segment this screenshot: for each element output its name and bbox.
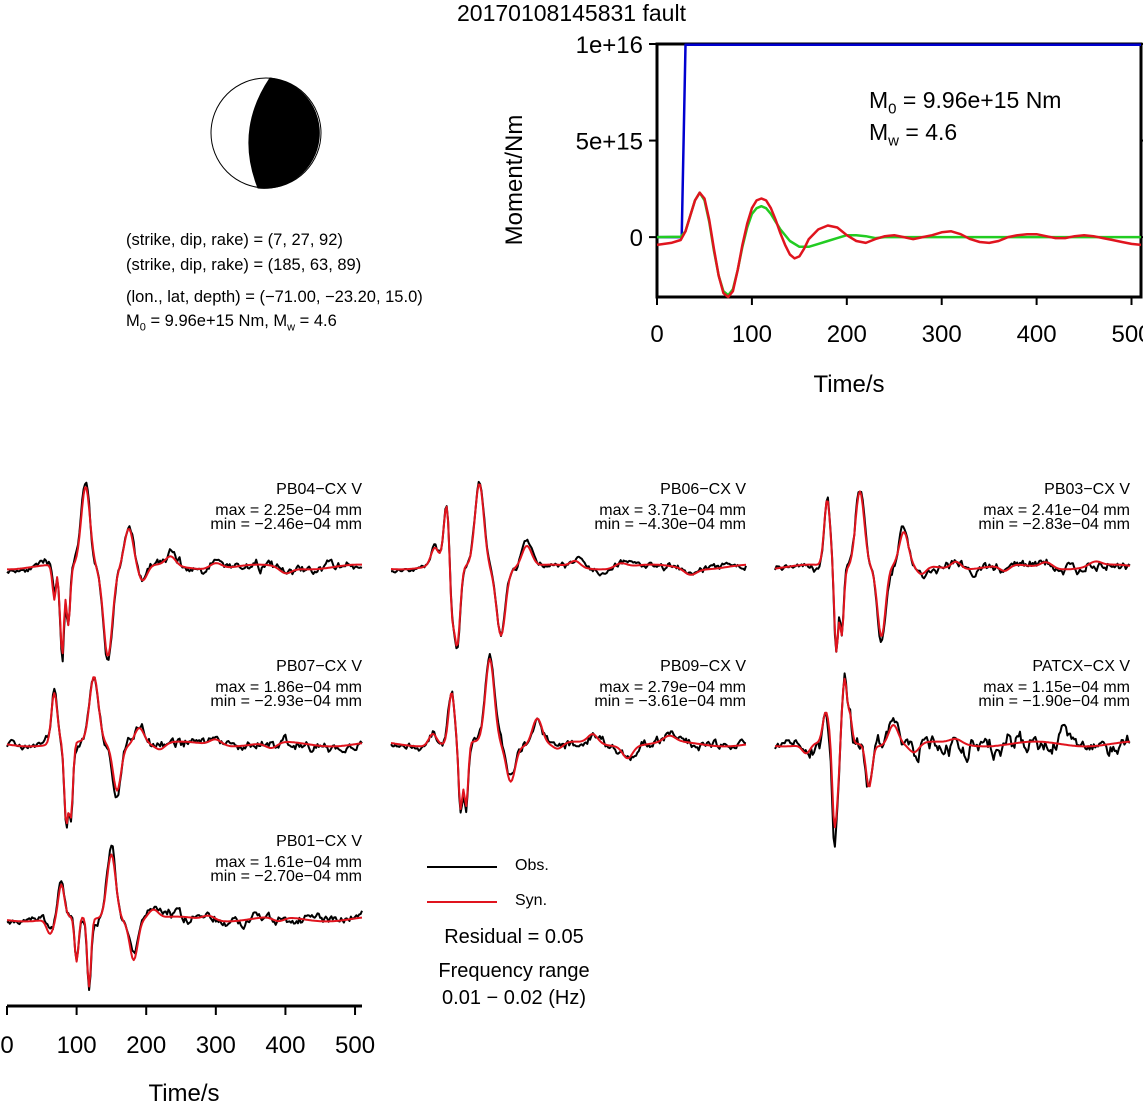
- station-name: PB09−CX V: [660, 658, 746, 675]
- waveform-xtick-label: 100: [57, 1032, 97, 1059]
- moment-annotation-mw: Mw = 4.6: [869, 119, 958, 150]
- station-name: PB06−CX V: [660, 481, 746, 498]
- station-min: min = −1.90e−04 mm: [978, 693, 1130, 710]
- station-max: max = 2.79e−04 mm: [599, 679, 746, 696]
- moment-xtick-label: 0: [650, 321, 663, 348]
- moment-xlabel: Time/s: [813, 371, 884, 398]
- station-min: min = −2.70e−04 mm: [210, 868, 362, 885]
- observed-waveform: [774, 672, 1131, 848]
- synthetic-waveform: [774, 490, 1131, 653]
- synthetic-waveform: [6, 853, 363, 988]
- waveform-xtick-label: 0: [0, 1032, 13, 1059]
- synthetic-waveform: [390, 483, 747, 647]
- station-max: max = 2.41e−04 mm: [983, 502, 1130, 519]
- waveform-legend: [427, 866, 497, 903]
- synthetic-waveform: [774, 677, 1130, 829]
- station-max: max = 2.25e−04 mm: [215, 502, 362, 519]
- plane1-params: (strike, dip, rake) = (7, 27, 92): [126, 231, 343, 249]
- moment-xtick-label: 100: [732, 321, 772, 348]
- location-params: (lon., lat, depth) = (−71.00, −23.20, 15…: [126, 288, 423, 306]
- station-name: PB07−CX V: [276, 658, 362, 675]
- waveform-time-axis: 0 100 200 300 400 500 Time/s: [0, 1004, 375, 1104]
- station-min: min = −3.61e−04 mm: [594, 693, 746, 710]
- frequency-label: Frequency range: [438, 960, 590, 982]
- station-min: min = −2.46e−04 mm: [210, 516, 362, 533]
- moment-xtick-label: 500: [1111, 321, 1143, 348]
- moment-params: M0 = 9.96e+15 Nm, Mw = 4.6: [126, 312, 337, 334]
- station-name: PB01−CX V: [276, 833, 362, 850]
- moment-plot-frame: [655, 42, 1143, 299]
- synthetic-waveform: [390, 657, 747, 810]
- moment-function-chart: 0 100 200 300 400 500 0 5e+15 1e+16 Time/s Moment/…: [501, 32, 1143, 398]
- moment-ytick-label: 0: [630, 225, 643, 252]
- moment-xtick-label: 300: [922, 321, 962, 348]
- beachball-compressional-quadrant: [248, 77, 320, 189]
- legend-syn-label: Syn.: [515, 892, 548, 909]
- moment-ylabel: Moment/Nm: [501, 115, 528, 246]
- station-max: max = 1.15e−04 mm: [983, 679, 1130, 696]
- page-title: 20170108145831 fault: [457, 0, 686, 26]
- plane2-params: (strike, dip, rake) = (185, 63, 89): [126, 256, 362, 274]
- focal-mechanism-beachball: [210, 77, 322, 189]
- moment-xtick-label: 400: [1017, 321, 1057, 348]
- moment-ytick-label: 5e+15: [576, 129, 643, 156]
- station-name: PB03−CX V: [1044, 481, 1130, 498]
- moment-series-red: [656, 191, 1142, 299]
- synthetic-waveform: [6, 676, 363, 825]
- moment-ytick-label: 1e+16: [576, 32, 643, 59]
- observed-waveform: [390, 653, 747, 814]
- station-name: PATCX−CX V: [1032, 658, 1130, 675]
- waveform-xtick-label: 300: [196, 1032, 236, 1059]
- synthetic-waveform: [7, 486, 362, 657]
- legend-obs-label: Obs.: [515, 857, 549, 874]
- station-max: max = 1.61e−04 mm: [215, 854, 362, 871]
- station-max: max = 1.86e−04 mm: [215, 679, 362, 696]
- moment-xtick-label: 200: [827, 321, 867, 348]
- station-name: PB04−CX V: [276, 481, 362, 498]
- waveform-xtick-label: 400: [265, 1032, 305, 1059]
- station-min: min = −2.83e−04 mm: [978, 516, 1130, 533]
- residual-text: Residual = 0.05: [444, 926, 584, 948]
- moment-series-green: [656, 191, 1141, 297]
- waveform-xtick-label: 500: [335, 1032, 375, 1059]
- frequency-range: 0.01 − 0.02 (Hz): [442, 987, 586, 1009]
- station-min: min = −4.30e−04 mm: [594, 516, 746, 533]
- moment-annotation-m0: M0 = 9.96e+15 Nm: [869, 87, 1062, 118]
- waveform-xtick-label: 200: [126, 1032, 166, 1059]
- station-min: min = −2.93e−04 mm: [210, 693, 362, 710]
- waveform-xlabel: Time/s: [148, 1080, 219, 1104]
- station-max: max = 3.71e−04 mm: [599, 502, 746, 519]
